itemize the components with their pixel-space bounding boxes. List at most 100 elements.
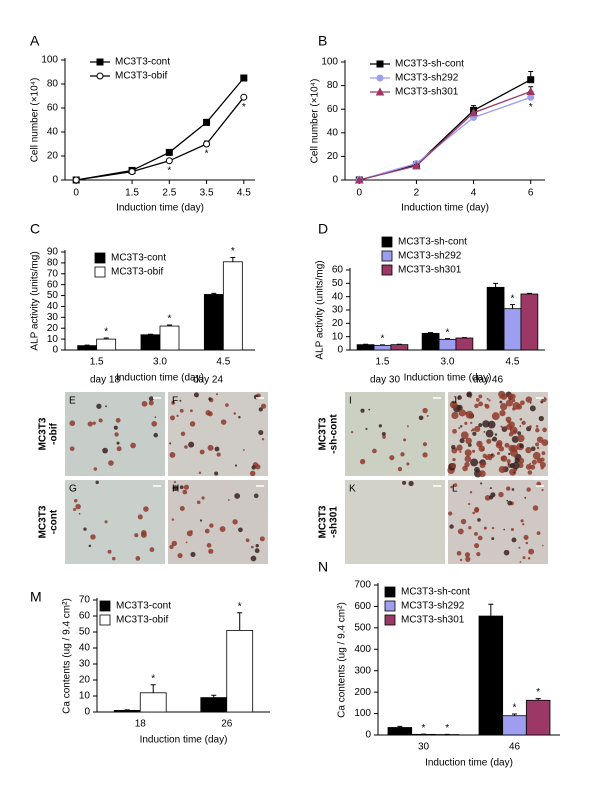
legend-label: MC3T3-sh-cont (398, 237, 467, 248)
stain-spot (509, 426, 518, 435)
panel-label: E (69, 396, 76, 407)
stain-spot (232, 519, 238, 525)
stain-spot (471, 428, 475, 432)
stain-spot (457, 528, 464, 535)
stain-spot (484, 403, 488, 407)
stain-spot (179, 485, 184, 490)
stain-spot (519, 417, 523, 421)
micrograph (65, 480, 165, 564)
y-tick-label: 40 (79, 643, 91, 654)
stain-spot (359, 458, 366, 465)
x-tick-label: 18 (135, 719, 147, 730)
stain-spot (153, 432, 158, 438)
bar (356, 344, 375, 351)
marker (527, 76, 535, 84)
bar (525, 699, 551, 736)
y-tick-label: 10 (332, 331, 344, 342)
stain-spot (464, 449, 472, 457)
bar (373, 344, 392, 351)
stain-spot (502, 393, 505, 396)
bar (503, 308, 522, 351)
stain-spot (522, 556, 526, 560)
error-bar (148, 333, 153, 335)
stain-spot (507, 500, 513, 506)
stain-spot (169, 442, 172, 445)
stain-spot (365, 427, 368, 431)
stain-spot (524, 496, 527, 499)
error-bar (493, 282, 499, 288)
stain-spot (511, 488, 515, 491)
stain-spot (188, 441, 195, 448)
stain-spot (535, 425, 539, 428)
stain-spot (536, 531, 541, 535)
stain-spot (460, 425, 463, 428)
panel-label: K (349, 484, 356, 495)
stain-spot (258, 407, 263, 412)
x-tick-label: 1.5 (90, 357, 104, 368)
legend-swatch (384, 614, 396, 626)
legend-swatch (381, 264, 393, 276)
stain-spot (179, 408, 184, 413)
stain-spot (114, 432, 119, 437)
stain-spot (521, 420, 526, 425)
stain-spot (242, 449, 245, 451)
stain-spot (487, 420, 496, 429)
stain-spot (472, 431, 477, 436)
stain-spot (238, 416, 241, 419)
stain-spot (460, 431, 469, 440)
stain-spot (107, 549, 112, 554)
stain-spot (173, 488, 176, 491)
stain-spot (491, 537, 495, 541)
stain-spot (460, 518, 467, 525)
stain-spot (422, 452, 428, 458)
stain-spot (177, 552, 183, 559)
stain-spot (500, 425, 503, 428)
stain-spot (505, 416, 512, 423)
stain-spot (474, 543, 480, 549)
stain-spot (464, 461, 470, 468)
stain-spot (528, 425, 532, 429)
bar (200, 697, 228, 713)
y-tick-label: 20 (47, 151, 59, 162)
stain-spot (469, 396, 472, 398)
stain-spot (471, 449, 476, 453)
y-tick-label: 300 (354, 665, 371, 676)
x-axis-label: Induction time (day) (140, 735, 228, 746)
stain-spot (470, 421, 473, 425)
stain-spot (134, 533, 139, 538)
panel-label: N (318, 559, 328, 575)
stain-spot (518, 457, 525, 464)
stain-spot (73, 507, 77, 512)
stain-spot (506, 459, 511, 464)
stain-spot (532, 451, 541, 460)
x-tick-label: 4.5 (506, 357, 520, 368)
stain-spot (171, 400, 176, 405)
error-bar (428, 332, 434, 334)
legend-label: MC3T3-cont (111, 253, 166, 264)
stain-spot (368, 408, 371, 411)
stain-spot (527, 556, 531, 560)
stain-spot (108, 460, 114, 466)
legend-swatch (94, 266, 106, 278)
stain-spot (253, 493, 259, 499)
stain-spot (472, 511, 476, 515)
stain-spot (400, 452, 405, 457)
error-bar (526, 292, 532, 294)
significance-mark: * (381, 334, 385, 345)
stain-spot (149, 547, 155, 553)
error-bar (535, 698, 541, 701)
y-tick-label: 0 (332, 175, 338, 186)
stain-spot (480, 482, 483, 485)
stain-spot (478, 401, 484, 407)
stain-spot (542, 427, 547, 433)
stain-spot (526, 487, 531, 492)
error-bar (510, 304, 515, 309)
stain-spot (510, 449, 518, 457)
y-axis-label: Cell number (×10⁴) (310, 79, 321, 164)
marker (203, 140, 211, 148)
stain-spot (459, 438, 465, 444)
stain-spot (536, 436, 544, 443)
significance-mark: * (422, 723, 426, 734)
stain-spot (503, 528, 506, 531)
